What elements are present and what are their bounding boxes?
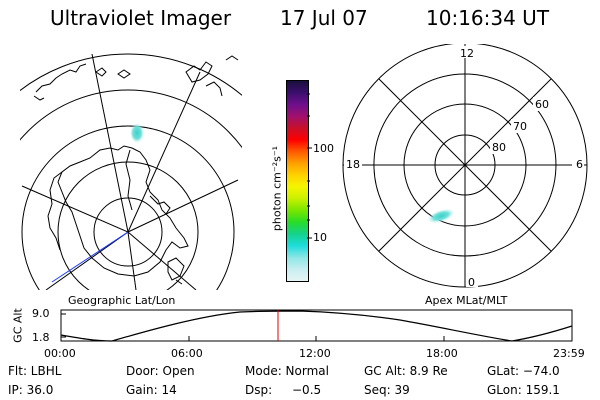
mlt-label-18: 18 [346,158,360,171]
info-gc-alt: GC Alt: 8.9 Re [364,364,448,378]
info-glon: GLon: 159.1 [487,383,560,397]
mlat-label-70: 70 [513,120,527,133]
info-dsp-value: −0.5 [292,383,322,397]
polar-plot [342,44,588,288]
info-glat: GLat: −74.0 [487,364,560,378]
mlat-label-60: 60 [535,98,549,111]
xtick-1200: 12:00 [299,347,331,360]
polar-caption: Apex MLat/MLT [425,294,508,307]
info-flt: Flt: LBHL [8,364,62,378]
info-seq: Seq: 39 [364,383,410,397]
mlat-60-ring [373,73,557,257]
info-mode: Mode: Normal [245,364,329,378]
aurora-patch [130,123,144,143]
time-label: 10:16:34 UT [426,6,550,30]
altitude-ylabel: GC Alt [11,308,25,343]
info-dsp-label: Dsp: [245,383,273,397]
terminator-line [51,231,129,283]
colorbar-unit-label: photon cm⁻²s⁻¹ [270,145,284,232]
polar-aurora-patch [427,208,455,224]
mlt-label-6: 6 [576,158,583,171]
altitude-ytick-1.8: 1.8 [32,331,50,344]
colorbar-tick-100: 100 [313,142,334,155]
altitude-curve [60,310,573,342]
xtick-1800: 18:00 [426,347,458,360]
geo-caption: Geographic Lat/Lon [68,294,176,307]
xtick-2359: 23:59 [553,347,585,360]
mlat-label-80: 80 [492,141,506,154]
xtick-0000: 00:00 [44,347,76,360]
mlt-label-12: 12 [460,47,474,60]
altitude-plot [60,309,573,342]
info-door: Door: Open [126,364,195,378]
geographic-map [20,53,242,290]
info-gain: Gain: 14 [126,383,177,397]
mlt-label-0: 0 [468,276,475,289]
colorbar-tick-10: 10 [313,231,327,244]
coastline [33,55,239,285]
instrument-title: Ultraviolet Imager [50,6,232,30]
date-label: 17 Jul 07 [280,6,368,30]
colorbar-ticks [307,93,312,239]
info-ip: IP: 36.0 [8,383,54,397]
altitude-ytick-9: 9.0 [32,307,50,320]
xtick-0600: 06:00 [171,347,203,360]
